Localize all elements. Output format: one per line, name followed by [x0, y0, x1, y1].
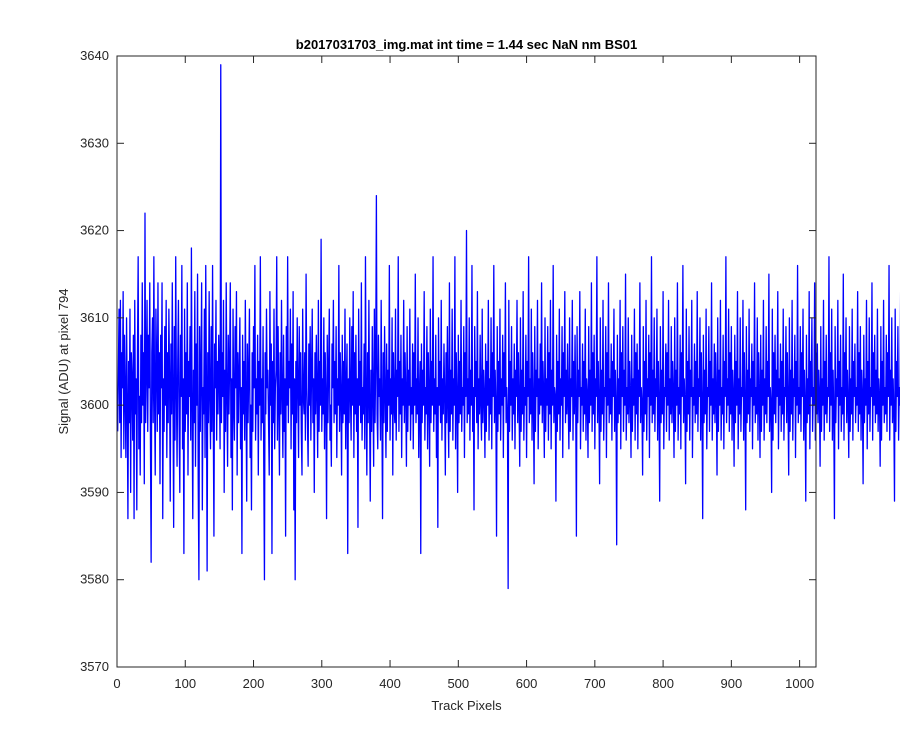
y-tick-label: 3600	[80, 397, 109, 412]
y-tick-label: 3620	[80, 223, 109, 238]
x-tick-label: 700	[584, 676, 606, 691]
y-axis: 3570 3580 3590 3600 3610 3620 3630 3640	[80, 48, 816, 674]
chart-title: b2017031703_img.mat int time = 1.44 sec …	[296, 37, 637, 52]
y-tick-label: 3580	[80, 572, 109, 587]
x-tick-label: 400	[379, 676, 401, 691]
x-tick-label: 0	[113, 676, 120, 691]
axes-box	[116, 55, 817, 668]
x-tick-label: 900	[721, 676, 743, 691]
y-tick-label: 3590	[80, 484, 109, 499]
x-tick-label: 100	[174, 676, 196, 691]
y-tick-label: 3610	[80, 310, 109, 325]
plot-area	[117, 64, 900, 590]
y-tick-label: 3570	[80, 659, 109, 674]
x-tick-label: 800	[652, 676, 674, 691]
signal-series-line	[117, 64, 900, 590]
y-tick-label: 3630	[80, 135, 109, 150]
x-tick-label: 500	[447, 676, 469, 691]
x-tick-label: 300	[311, 676, 333, 691]
y-tick-label: 3640	[80, 48, 109, 63]
x-tick-label: 600	[516, 676, 538, 691]
x-tick-label: 200	[243, 676, 265, 691]
x-axis-label: Track Pixels	[431, 698, 502, 713]
x-tick-label: 1000	[785, 676, 814, 691]
y-axis-label: Signal (ADU) at pixel 794	[56, 289, 71, 435]
x-axis: 0 100 200 300 400 500 600 700 800 900 1000	[113, 56, 814, 691]
